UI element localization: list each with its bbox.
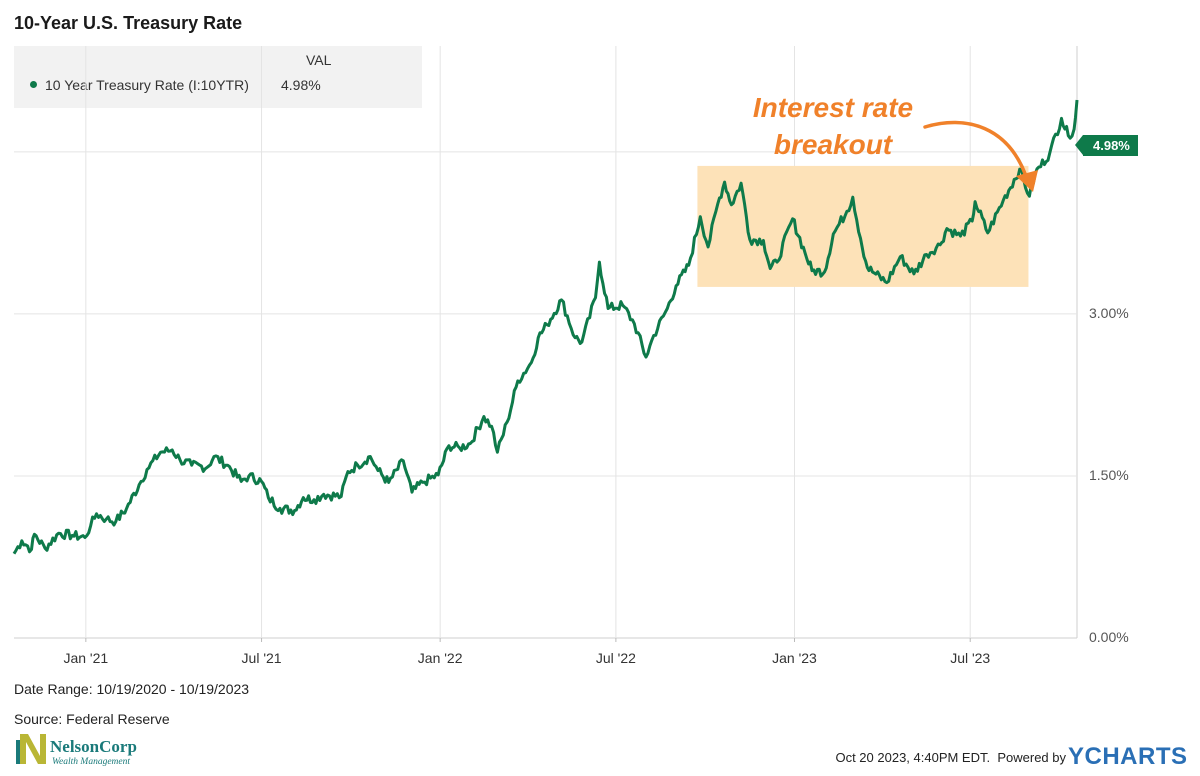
annotation-arrowhead-icon: [1016, 170, 1038, 192]
nelsoncorp-logo-mark: NelsonCorp Wealth Management: [16, 734, 137, 767]
y-tick-label: 0.00%: [1089, 629, 1129, 645]
date-range: Date Range: 10/19/2020 - 10/19/2023: [14, 681, 250, 697]
last-value-badge: 4.98%: [1075, 135, 1138, 156]
legend-marker-icon: [30, 81, 37, 88]
legend-series-value: 4.98%: [281, 77, 321, 93]
powered-by-text: Powered by: [997, 750, 1066, 765]
timestamp-text: Oct 20 2023, 4:40PM EDT.: [835, 750, 991, 765]
y-tick-label: 3.00%: [1089, 304, 1129, 321]
ycharts-logo[interactable]: YCHARTS: [1068, 743, 1188, 770]
legend: VAL 10 Year Treasury Rate (I:10YTR) 4.98…: [14, 46, 422, 108]
legend-series-name[interactable]: 10 Year Treasury Rate (I:10YTR): [45, 77, 249, 93]
x-tick-label: Jan '23: [772, 650, 817, 666]
series-line-10y-treasury[interactable]: [12, 99, 1079, 555]
legend-column-header: VAL: [306, 52, 332, 68]
svg-text:Wealth Management: Wealth Management: [52, 757, 130, 767]
y-tick-label: 1.50%: [1089, 466, 1129, 483]
annotation-line-1: Interest rate: [752, 92, 914, 123]
annotation-line-2: breakout: [773, 129, 893, 160]
footer-timestamp: Oct 20 2023, 4:40PM EDT. Powered by: [835, 750, 1066, 765]
source-note: Source: Federal Reserve: [14, 711, 170, 727]
annotation-text: Interest rate breakout: [723, 89, 943, 163]
chart-title: 10-Year U.S. Treasury Rate: [14, 13, 243, 33]
x-tick-label: Jan '22: [417, 650, 463, 666]
x-tick-label: Jul '22: [595, 650, 636, 666]
x-tick-label: Jul '21: [241, 650, 282, 666]
svg-text:NelsonCorp: NelsonCorp: [50, 737, 137, 756]
annotation-arrow: [923, 120, 1030, 184]
breakout-range-highlight: [697, 165, 1029, 287]
x-tick-label: Jan '21: [63, 650, 109, 666]
nelsoncorp-logo: NelsonCorp Wealth Management: [14, 730, 144, 770]
x-tick-label: Jul '23: [950, 650, 991, 666]
